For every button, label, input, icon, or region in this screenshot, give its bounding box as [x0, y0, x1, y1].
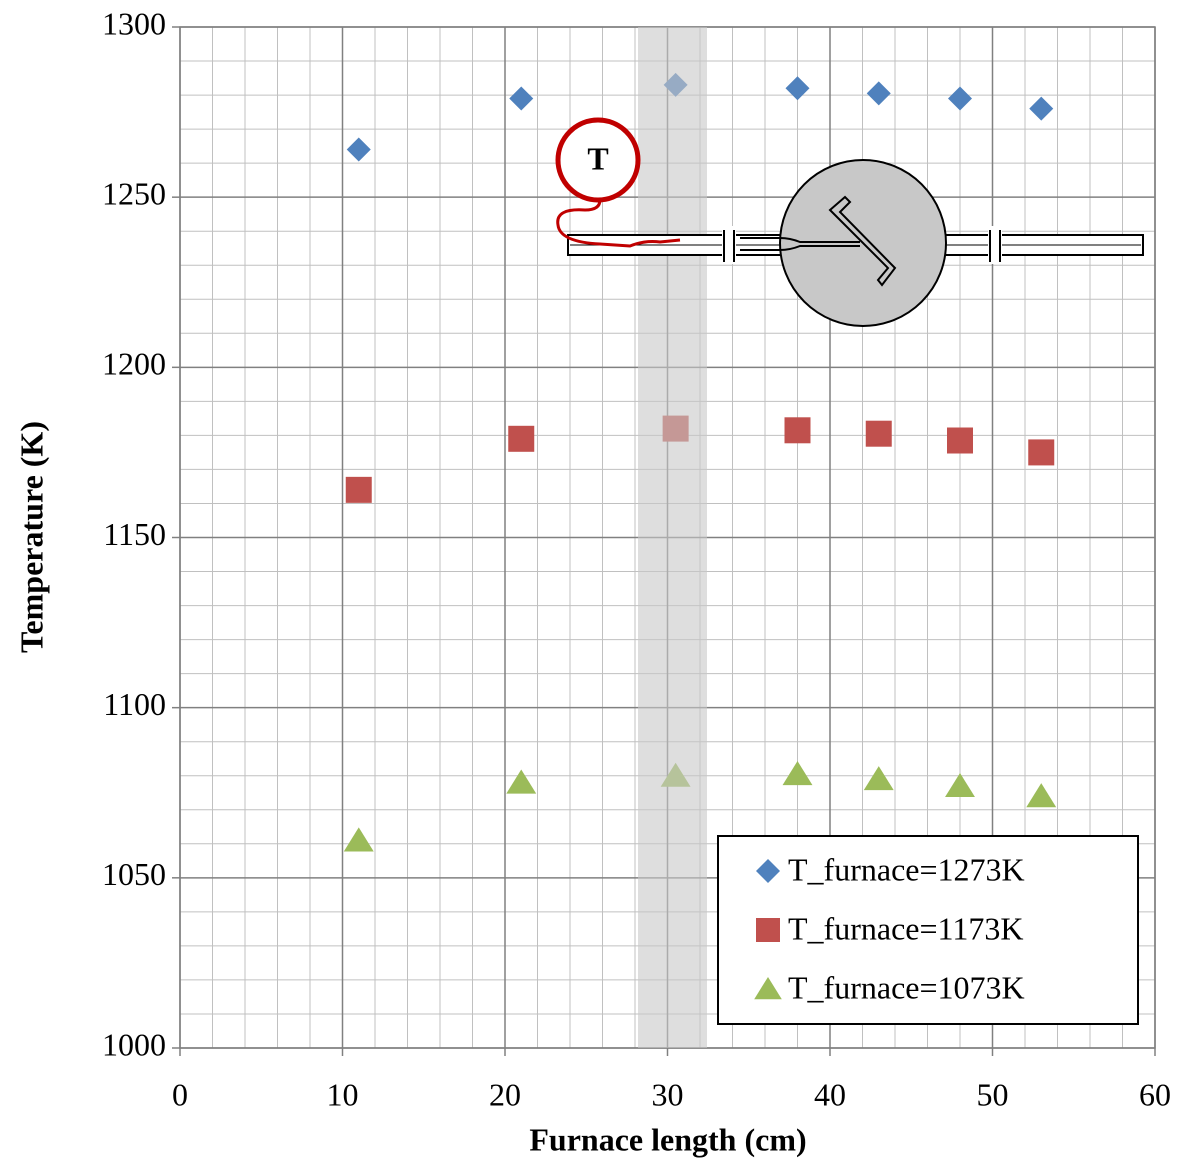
annotation: T	[587, 140, 608, 176]
diagram: T	[555, 117, 1144, 327]
point	[508, 425, 535, 452]
point	[1029, 96, 1054, 121]
x-tick-label: 0	[172, 1076, 188, 1112]
y-tick-label: 1150	[103, 516, 166, 552]
legend-label: T_furnace=1173K	[788, 910, 1023, 946]
x-tick-label: 40	[814, 1076, 846, 1112]
y-tick-label: 1200	[102, 346, 166, 382]
highlight-band	[638, 27, 707, 1048]
point	[784, 417, 811, 444]
point	[865, 420, 892, 447]
legend-label: T_furnace=1273K	[788, 851, 1025, 887]
tube-break	[722, 226, 736, 264]
point	[345, 476, 372, 503]
y-tick-label: 1250	[102, 176, 166, 212]
x-tick-label: 20	[489, 1076, 521, 1112]
y-tick-label: 1300	[102, 5, 166, 41]
thermocouple	[555, 117, 641, 203]
y-tick-label: 1100	[103, 686, 166, 722]
y-tick-label: 1050	[102, 856, 166, 892]
point	[782, 761, 813, 786]
legend-marker	[754, 977, 782, 1000]
y-axis-label: Temperature (K)	[13, 421, 49, 653]
legend-marker	[756, 859, 780, 883]
point	[1028, 439, 1055, 466]
sample-holder	[828, 195, 897, 287]
point	[866, 81, 891, 106]
point	[948, 86, 972, 111]
x-tick-label: 50	[977, 1076, 1009, 1112]
y-tick-label: 1000	[102, 1026, 166, 1062]
x-tick-label: 10	[327, 1076, 359, 1112]
tube-break	[988, 226, 1002, 264]
x-tick-label: 30	[652, 1076, 684, 1112]
legend: T_furnace=1273K T_furnace=1173K T_furnace=…	[717, 835, 1139, 1025]
point	[863, 766, 894, 791]
point	[346, 137, 371, 162]
x-axis-label: Furnace length (cm)	[529, 1121, 806, 1157]
x-tick-label: 60	[1139, 1076, 1171, 1112]
point	[1026, 783, 1057, 808]
nozzle	[740, 237, 860, 251]
point	[343, 827, 374, 852]
legend-marker	[756, 918, 780, 942]
legend-box	[717, 835, 1139, 1025]
point	[785, 76, 810, 101]
thermocouple-wire	[556, 199, 681, 248]
point	[945, 772, 975, 797]
point	[947, 427, 973, 454]
points	[343, 72, 1057, 852]
point	[506, 769, 537, 794]
legend-label: T_furnace=1073K	[788, 969, 1025, 1005]
point	[509, 86, 534, 111]
